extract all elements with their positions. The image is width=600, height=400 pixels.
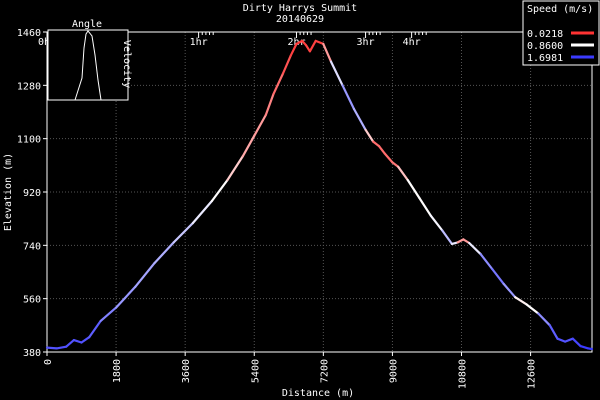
elevation-segment bbox=[406, 179, 421, 199]
elevation-segment bbox=[72, 339, 83, 344]
elevation-segment bbox=[429, 214, 444, 232]
y-axis-ticks: 380 560 740 920 1100 1280 1460 bbox=[17, 28, 47, 359]
x-tick-label: 10800 bbox=[458, 359, 469, 389]
time-tick-label: 1hr bbox=[190, 37, 208, 48]
inset-title: Angle bbox=[72, 19, 102, 30]
elevation-segment bbox=[571, 337, 582, 348]
y-tick-label: 1460 bbox=[17, 28, 41, 39]
elevation-segment bbox=[314, 39, 325, 46]
elevation-segment bbox=[514, 296, 528, 306]
chart-title: Dirty Harrys Summit bbox=[243, 3, 357, 14]
y-tick-label: 1100 bbox=[17, 135, 41, 146]
elevation-segment bbox=[114, 285, 137, 309]
y-tick-label: 380 bbox=[23, 348, 41, 359]
elevation-segment bbox=[191, 199, 214, 225]
x-tick-label: 1800 bbox=[112, 359, 123, 383]
elevation-segment bbox=[153, 241, 175, 265]
elevation-segment bbox=[548, 324, 559, 340]
legend-entry-label: 0.0218 bbox=[527, 29, 563, 40]
elevation-series bbox=[45, 39, 594, 351]
elevation-segment bbox=[563, 337, 574, 343]
x-axis-ticks: 0 1800 3600 5400 7200 9000 10800 12600 bbox=[43, 352, 538, 389]
x-tick-label: 12600 bbox=[527, 359, 538, 389]
x-tick-label: 0 bbox=[43, 359, 54, 365]
elevation-segment bbox=[383, 152, 394, 164]
y-tick-label: 1280 bbox=[17, 81, 41, 92]
inset-curve bbox=[74, 30, 102, 101]
elevation-segment bbox=[391, 161, 400, 168]
elevation-segment bbox=[172, 222, 194, 244]
elevation-segment bbox=[502, 282, 517, 299]
elevation-segment bbox=[241, 134, 256, 158]
elevation-segment bbox=[88, 319, 102, 339]
elevation-segment bbox=[364, 128, 375, 143]
elevation-segment bbox=[341, 84, 356, 111]
y-tick-label: 920 bbox=[23, 188, 41, 199]
x-tick-label: 5400 bbox=[250, 359, 261, 383]
x-tick-label: 3600 bbox=[181, 359, 192, 383]
inset-frame bbox=[47, 29, 129, 101]
x-tick-label: 9000 bbox=[388, 359, 399, 383]
elevation-segment bbox=[253, 113, 267, 137]
elevation-segment bbox=[308, 39, 317, 53]
elevation-segment bbox=[352, 107, 367, 131]
elevation-segment bbox=[55, 345, 68, 350]
legend-title: Speed (m/s) bbox=[527, 4, 593, 15]
elevation-segment bbox=[587, 347, 594, 351]
elevation-segment bbox=[289, 42, 298, 57]
elevation-segment bbox=[441, 229, 453, 245]
elevation-segment bbox=[45, 346, 58, 350]
elevation-segment bbox=[65, 339, 76, 348]
elevation-segment bbox=[418, 196, 432, 217]
elevation-segment bbox=[579, 345, 590, 350]
elevation-segment bbox=[377, 145, 386, 155]
x-axis-label: Distance (m) bbox=[282, 388, 354, 399]
chart-subtitle: 20140629 bbox=[276, 14, 324, 25]
elevation-segment bbox=[525, 303, 540, 315]
elevation-segment bbox=[264, 93, 275, 117]
elevation-segment bbox=[134, 262, 156, 288]
elevation-segment bbox=[80, 336, 91, 344]
elevation-segment bbox=[329, 60, 344, 87]
y-axis-label: Elevation (m) bbox=[3, 153, 14, 231]
elevation-segment bbox=[210, 179, 229, 202]
elevation-segment bbox=[99, 306, 118, 322]
x-tick-label: 7200 bbox=[319, 359, 330, 383]
elevation-segment bbox=[468, 241, 482, 256]
elevation-segment bbox=[462, 238, 471, 245]
time-tick-label: 0hr bbox=[38, 37, 56, 48]
elevation-segment bbox=[491, 267, 505, 285]
elevation-segment bbox=[537, 312, 551, 327]
elevation-segment bbox=[372, 140, 381, 148]
elevation-segment bbox=[322, 42, 333, 63]
legend-entry-label: 1.6981 bbox=[527, 53, 563, 64]
elevation-segment bbox=[556, 337, 567, 343]
time-tick-label: 3hr bbox=[357, 37, 375, 48]
elevation-segment bbox=[479, 253, 494, 271]
elevation-segment bbox=[397, 165, 409, 182]
inset-ylabel: Velocity bbox=[121, 40, 132, 88]
time-tick-label: 2hr bbox=[287, 37, 305, 48]
legend-entry-label: 0.8600 bbox=[527, 41, 563, 52]
angle-velocity-inset: Angle Velocity bbox=[47, 19, 132, 101]
y-tick-label: 560 bbox=[23, 295, 41, 306]
elevation-segment bbox=[226, 155, 244, 182]
y-tick-label: 740 bbox=[23, 241, 41, 252]
grid bbox=[47, 32, 592, 352]
elevation-segment bbox=[272, 72, 285, 96]
elevation-segment bbox=[281, 54, 292, 75]
time-tick-label: 4hr bbox=[403, 37, 421, 48]
